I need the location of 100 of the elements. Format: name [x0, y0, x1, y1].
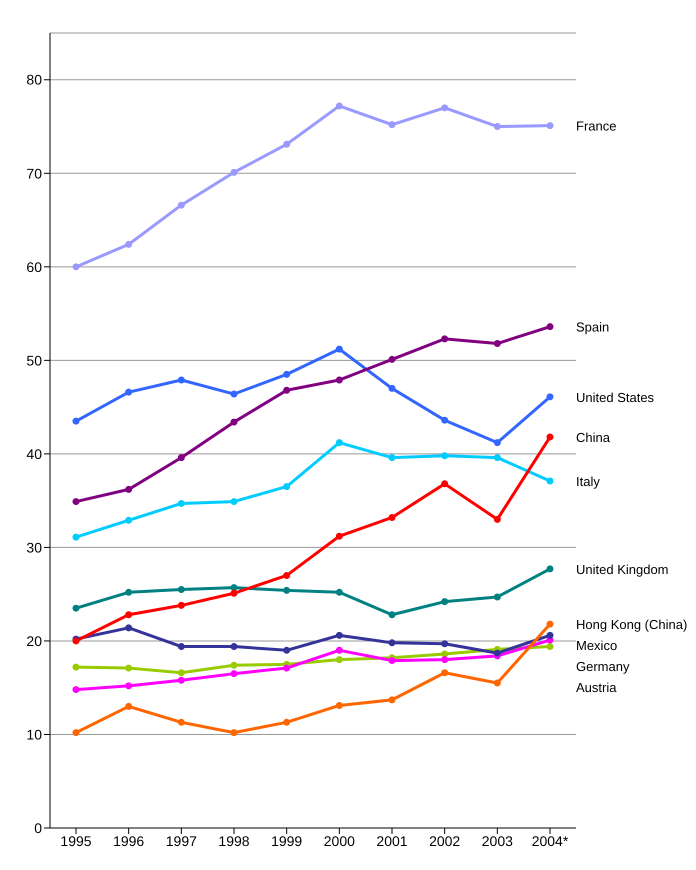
series-label: United States [576, 390, 655, 405]
point [388, 454, 396, 462]
point [283, 586, 290, 594]
point [441, 656, 448, 664]
point [178, 202, 185, 209]
x-tick-label: 2002 [429, 832, 460, 849]
point [125, 682, 132, 690]
point [230, 418, 238, 426]
point [494, 650, 501, 657]
point [178, 454, 185, 462]
point [441, 598, 448, 606]
point [546, 632, 554, 639]
series-label: United Kingdom [576, 562, 668, 577]
series-label: Hong Kong (China) [576, 617, 688, 632]
point [178, 669, 185, 676]
point [546, 393, 554, 400]
point [546, 434, 554, 441]
point [546, 620, 554, 628]
x-tick-label: 2001 [376, 832, 408, 849]
text: Germany [576, 659, 630, 674]
point [441, 640, 448, 648]
point [388, 639, 396, 646]
point [283, 572, 290, 579]
point [125, 624, 132, 632]
point [72, 498, 80, 506]
point [230, 662, 238, 669]
point [72, 263, 80, 270]
point [494, 454, 501, 462]
point [441, 480, 448, 488]
point [178, 500, 185, 507]
point [546, 323, 554, 330]
point [546, 478, 554, 485]
point [178, 376, 185, 384]
point [230, 729, 238, 736]
point [546, 565, 554, 572]
point [388, 514, 396, 521]
point [72, 604, 80, 612]
point [546, 122, 554, 130]
point [283, 664, 290, 672]
point [178, 586, 185, 593]
point [336, 588, 343, 596]
point [388, 696, 396, 704]
x-tick-label: 1999 [271, 832, 302, 849]
point [283, 483, 290, 490]
point [230, 390, 238, 398]
point [178, 643, 185, 650]
point [72, 686, 80, 694]
point [388, 611, 396, 618]
point [336, 646, 343, 654]
point [494, 123, 501, 130]
point [72, 534, 80, 541]
point [441, 669, 448, 676]
point [494, 516, 501, 523]
point [388, 657, 396, 664]
point [441, 416, 448, 424]
point [72, 664, 80, 671]
point [125, 516, 132, 524]
point [441, 104, 448, 112]
point [494, 340, 501, 348]
point [388, 356, 396, 363]
point [230, 584, 238, 592]
point [283, 370, 290, 378]
point [441, 452, 448, 460]
y-tick-label: 0 [34, 820, 42, 836]
point [388, 384, 396, 392]
series-label: Italy [576, 474, 600, 490]
y-tick-label: 30 [26, 539, 42, 556]
point [336, 439, 343, 446]
point [336, 632, 343, 639]
point [336, 702, 343, 709]
point [125, 702, 132, 710]
text: Austria [576, 680, 618, 696]
point [336, 376, 343, 384]
series-label: Mexico [576, 638, 618, 654]
x-tick-label: 1997 [166, 832, 198, 849]
point [72, 418, 80, 425]
series-label: France [576, 118, 616, 134]
point [230, 168, 238, 176]
point [283, 718, 290, 726]
point [388, 121, 396, 128]
x-tick-label: 1996 [113, 832, 144, 849]
point [178, 602, 185, 609]
y-tick-label: 10 [26, 726, 42, 742]
point [178, 676, 185, 684]
point [283, 386, 290, 394]
y-tick-label: 20 [26, 632, 42, 649]
series-label: Spain [576, 320, 610, 335]
point [441, 335, 448, 342]
y-tick-label: 80 [26, 72, 42, 88]
y-tick-label: 40 [26, 446, 42, 462]
x-tick-label: 1998 [218, 832, 250, 849]
point [72, 729, 80, 736]
point [336, 656, 343, 664]
point [336, 532, 343, 540]
point [336, 102, 343, 110]
point [125, 588, 132, 596]
series-label: China [576, 430, 611, 446]
x-tick-label: 2004* [532, 832, 569, 849]
x-tick-label: 2003 [482, 832, 514, 849]
point [125, 240, 132, 248]
